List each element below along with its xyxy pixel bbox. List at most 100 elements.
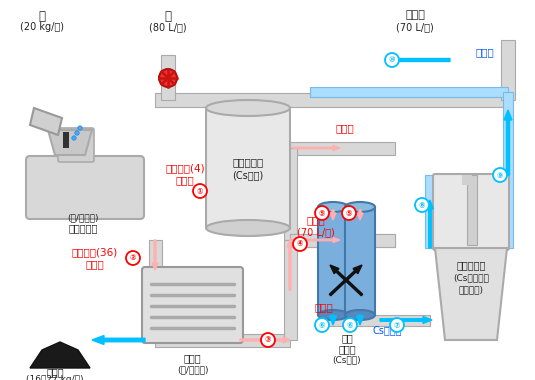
Circle shape [415,198,429,212]
FancyArrow shape [380,317,432,323]
Bar [290,233,395,247]
Text: (80 L/時): (80 L/時) [149,22,187,32]
Text: (16〜27 kg/時): (16〜27 kg/時) [26,375,84,380]
Bar [467,175,477,245]
Circle shape [261,333,275,347]
Bar [284,240,296,340]
Text: 吸着: 吸着 [341,333,353,343]
Text: ①: ① [197,187,203,195]
FancyBboxPatch shape [26,156,144,219]
Circle shape [343,318,357,332]
FancyArrow shape [426,200,433,248]
FancyArrow shape [293,146,340,150]
Circle shape [493,168,507,182]
Bar [290,233,395,247]
Bar [155,334,290,347]
Text: (灰/水分離): (灰/水分離) [177,366,208,375]
Text: ③: ③ [265,336,271,345]
Ellipse shape [345,202,375,212]
Circle shape [72,136,76,140]
Circle shape [78,126,82,130]
Text: (70 L/時): (70 L/時) [297,227,335,237]
Text: 凝集沈殿槽: 凝集沈殿槽 [456,260,486,270]
Text: ②: ② [130,253,136,263]
FancyArrow shape [357,210,363,220]
FancyArrow shape [330,265,363,296]
Text: ⑤: ⑤ [346,209,352,217]
Text: 低液固比(4): 低液固比(4) [165,163,205,173]
Text: 抽出水: 抽出水 [307,215,325,225]
Text: (20 kg/時): (20 kg/時) [20,22,64,32]
Circle shape [159,69,177,87]
Ellipse shape [206,100,290,116]
Bar [424,175,435,248]
Text: 脱水機: 脱水機 [184,353,201,363]
Bar [355,207,365,240]
Bar [206,108,290,228]
FancyArrow shape [356,315,363,325]
Text: カラム: カラム [338,344,356,354]
Text: 浄化水: 浄化水 [475,47,494,57]
Circle shape [126,251,140,265]
Bar [345,207,375,315]
Circle shape [293,237,307,251]
Circle shape [390,318,404,332]
FancyArrow shape [152,240,158,270]
Text: 懸濁水: 懸濁水 [86,259,104,269]
Text: (70 L/時): (70 L/時) [396,22,434,32]
Text: (Cs以外の有: (Cs以外の有 [453,274,489,282]
Text: 高液固比(36): 高液固比(36) [72,247,118,257]
Polygon shape [30,342,90,368]
FancyArrow shape [330,315,337,325]
Bar [320,315,430,326]
FancyBboxPatch shape [142,267,243,343]
Text: ⑥: ⑥ [319,320,325,329]
Bar [503,92,513,248]
Text: 懸濁水: 懸濁水 [175,175,194,185]
Bar [318,207,348,315]
FancyArrow shape [385,56,450,64]
Bar [310,87,508,97]
Circle shape [315,318,329,332]
Text: 処理灰: 処理灰 [46,367,64,377]
Text: ⑤: ⑤ [319,209,325,217]
Text: (Cs回収): (Cs回収) [333,356,361,364]
FancyArrow shape [92,336,145,345]
Text: 振動造粒機: 振動造粒機 [68,223,98,233]
Bar [155,93,508,107]
FancyArrow shape [330,210,336,220]
Text: 灰: 灰 [39,10,45,23]
Circle shape [385,53,399,67]
Text: 撹拌タンク: 撹拌タンク [232,157,264,167]
Text: 抽出水: 抽出水 [335,123,354,133]
Text: (Cs抽出): (Cs抽出) [232,170,264,180]
Text: ⑩: ⑩ [389,55,395,65]
Text: 水: 水 [164,10,172,23]
Circle shape [342,206,356,220]
FancyBboxPatch shape [433,174,509,250]
Polygon shape [48,130,92,155]
Text: 害物除去): 害物除去) [458,285,484,294]
Text: ⑧: ⑧ [419,201,425,209]
Polygon shape [30,108,62,135]
Circle shape [315,206,329,220]
Bar [327,207,339,240]
Text: 再利用: 再利用 [405,10,425,20]
Circle shape [75,131,79,135]
Polygon shape [435,248,507,340]
FancyArrow shape [240,337,290,343]
Text: ⑨: ⑨ [497,171,503,179]
Bar [462,175,472,185]
Text: ⑥: ⑥ [347,320,353,329]
Text: ⑦: ⑦ [394,320,400,329]
Text: Cs除去水: Cs除去水 [372,325,402,335]
Ellipse shape [345,310,375,320]
Ellipse shape [206,220,290,236]
Bar [501,40,515,100]
Text: 抽出水: 抽出水 [315,302,333,312]
FancyBboxPatch shape [58,128,94,162]
Bar [149,240,162,340]
Bar [284,148,296,240]
Text: (灰/水混合): (灰/水混合) [67,214,99,223]
FancyArrow shape [287,240,293,290]
